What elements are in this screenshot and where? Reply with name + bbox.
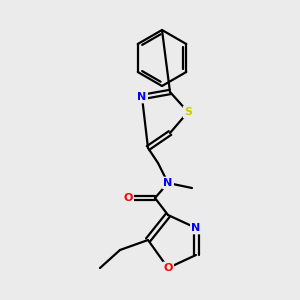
- Text: N: N: [191, 223, 201, 233]
- Text: O: O: [123, 193, 133, 203]
- Text: N: N: [164, 178, 172, 188]
- Text: N: N: [137, 92, 147, 102]
- Text: O: O: [163, 263, 173, 273]
- Text: S: S: [184, 107, 192, 117]
